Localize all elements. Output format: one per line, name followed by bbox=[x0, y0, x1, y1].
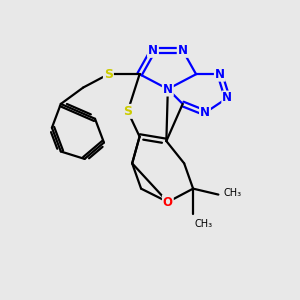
Text: N: N bbox=[215, 68, 225, 81]
Text: S: S bbox=[104, 68, 113, 81]
Text: S: S bbox=[123, 105, 132, 118]
Text: N: N bbox=[163, 82, 173, 96]
Text: N: N bbox=[200, 106, 210, 119]
Text: CH₃: CH₃ bbox=[224, 188, 242, 198]
Text: CH₃: CH₃ bbox=[195, 219, 213, 229]
Text: N: N bbox=[148, 44, 158, 57]
Text: N: N bbox=[222, 92, 232, 104]
Text: O: O bbox=[163, 196, 173, 208]
Text: N: N bbox=[178, 44, 188, 57]
